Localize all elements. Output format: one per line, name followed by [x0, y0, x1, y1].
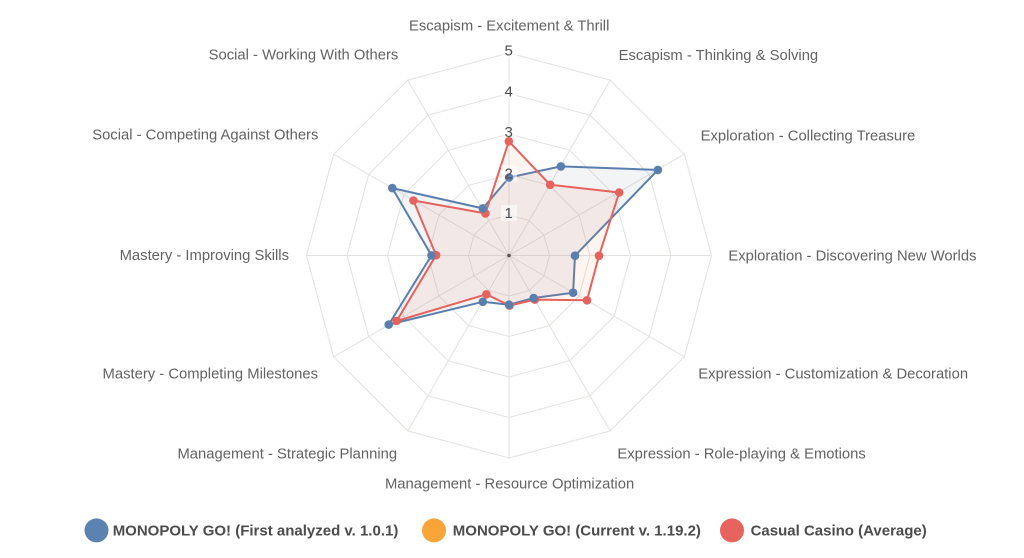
svg-text:Exploration - Collecting Treas: Exploration - Collecting Treasure — [701, 128, 916, 144]
svg-text:Social - Competing Against Oth: Social - Competing Against Others — [92, 128, 318, 144]
svg-text:MONOPOLY GO! (First analyzed v: MONOPOLY GO! (First analyzed v. 1.0.1) — [113, 523, 399, 540]
svg-text:Management - Strategic Plannin: Management - Strategic Planning — [177, 446, 397, 462]
svg-text:2: 2 — [505, 166, 513, 183]
svg-text:Escapism - Thinking & Solving: Escapism - Thinking & Solving — [619, 48, 819, 64]
svg-text:Escapism - Excitement & Thrill: Escapism - Excitement & Thrill — [409, 18, 609, 34]
svg-text:Exploration - Discovering New: Exploration - Discovering New Worlds — [728, 249, 976, 265]
svg-text:Management - Resource Optimiza: Management - Resource Optimization — [385, 477, 634, 493]
svg-text:Casual Casino (Average): Casual Casino (Average) — [751, 523, 927, 540]
svg-text:4: 4 — [505, 83, 513, 100]
svg-text:3: 3 — [505, 124, 513, 141]
svg-text:Expression - Role-playing & Em: Expression - Role-playing & Emotions — [617, 446, 865, 462]
svg-text:Expression - Customization & D: Expression - Customization & Decoration — [698, 366, 968, 382]
svg-text:Mastery - Completing Milestone: Mastery - Completing Milestones — [103, 366, 318, 382]
svg-text:5: 5 — [505, 43, 513, 60]
svg-text:MONOPOLY GO! (Current v. 1.19.: MONOPOLY GO! (Current v. 1.19.2) — [453, 523, 701, 540]
svg-text:Social - Working With Others: Social - Working With Others — [209, 48, 399, 64]
svg-text:1: 1 — [505, 205, 513, 222]
svg-text:Mastery - Improving Skills: Mastery - Improving Skills — [120, 248, 289, 264]
